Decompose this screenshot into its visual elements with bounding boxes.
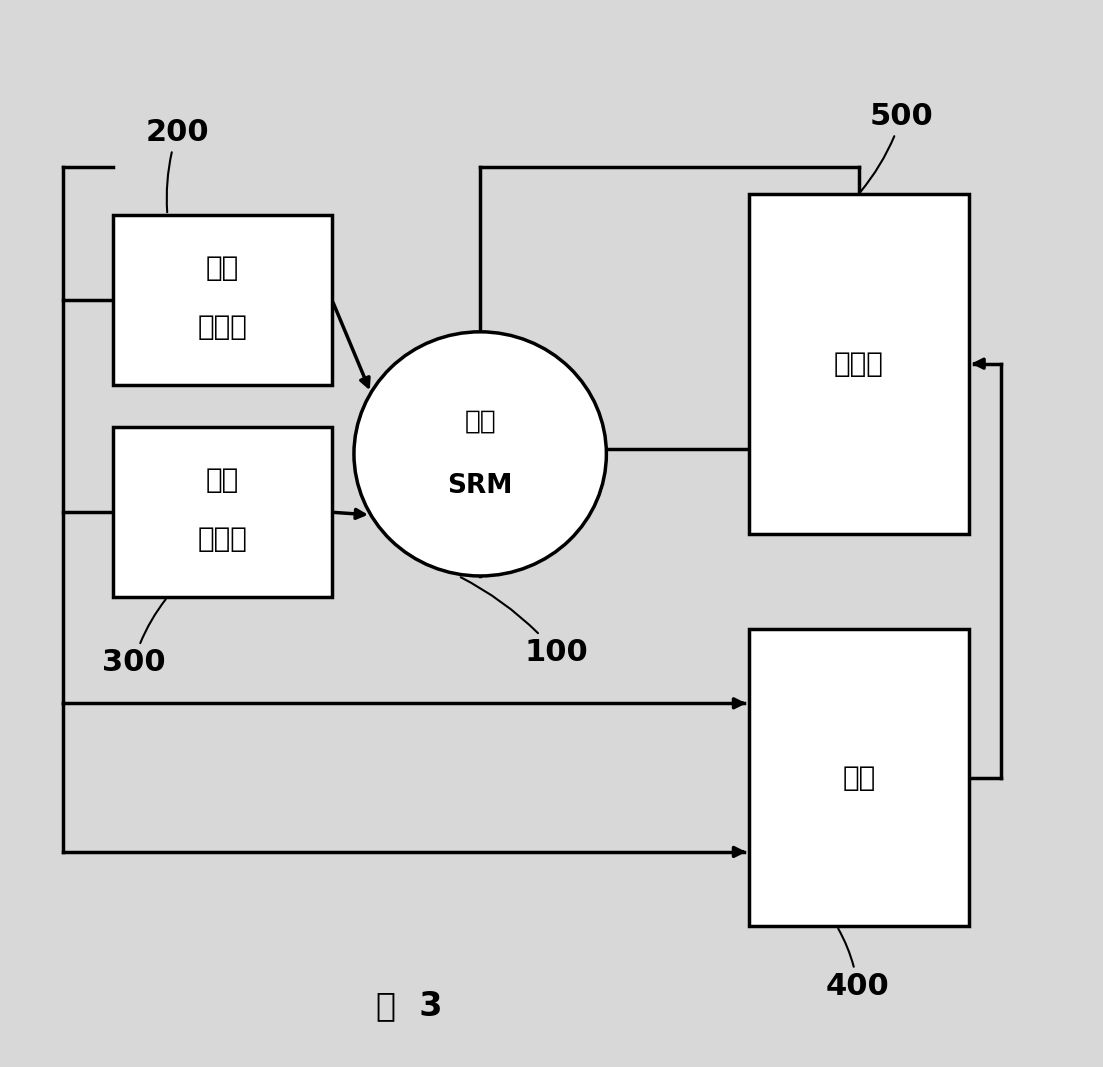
Text: SRM: SRM: [448, 473, 513, 498]
Circle shape: [354, 332, 607, 576]
Text: 第一: 第一: [205, 254, 239, 282]
Text: 300: 300: [101, 600, 165, 678]
Text: 图  3: 图 3: [376, 989, 442, 1022]
Text: 100: 100: [461, 577, 588, 667]
Text: 单相: 单相: [464, 409, 496, 435]
Text: 传感器: 传感器: [197, 313, 247, 340]
Text: 200: 200: [146, 117, 210, 212]
Text: 400: 400: [826, 928, 890, 1001]
Bar: [113, 428, 332, 598]
Text: 传感器: 传感器: [197, 525, 247, 553]
Text: 微机: 微机: [843, 764, 876, 792]
Text: 500: 500: [860, 101, 933, 192]
Text: 驱动部: 驱动部: [834, 350, 884, 378]
Text: 第二: 第二: [205, 466, 239, 494]
Bar: [749, 630, 968, 926]
Bar: [749, 194, 968, 534]
Bar: [113, 216, 332, 385]
